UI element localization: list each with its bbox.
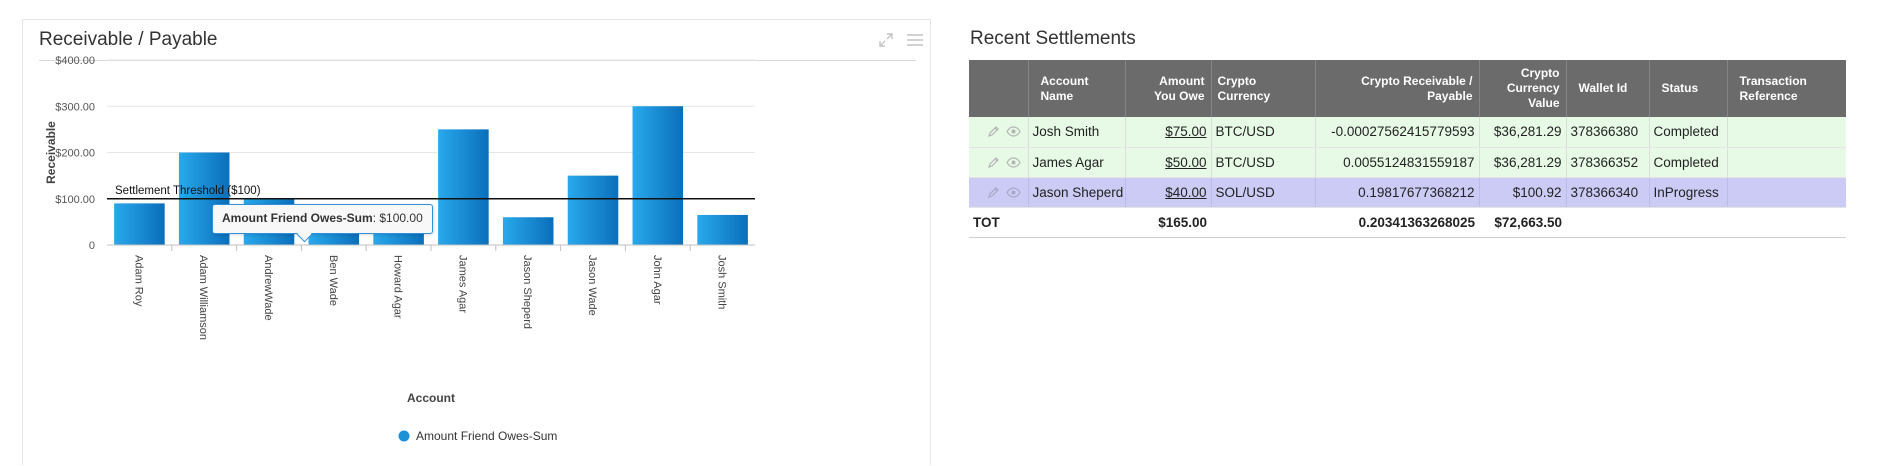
table-row[interactable]: James Agar $50.00 BTC/USD 0.005512483155… <box>969 147 1846 178</box>
amount-cell: $75.00 <box>1125 117 1212 148</box>
legend[interactable]: Amount Friend Owes-Sum <box>398 429 558 443</box>
x-tick-label: John Agar <box>651 255 663 305</box>
crypto-value-cell: $100.92 <box>1479 177 1567 208</box>
bar[interactable] <box>632 106 684 245</box>
x-tick-label: Ben Wade <box>327 255 339 306</box>
amount-link[interactable]: $50.00 <box>1165 154 1207 170</box>
crypto-currency-cell: BTC/USD <box>1211 147 1316 178</box>
x-tick-label: AndrewWade <box>262 255 274 321</box>
y-tick-label: $300.00 <box>55 101 95 113</box>
x-tick-label: Adam Williamson <box>197 255 209 340</box>
wallet-id-cell: 378366380 <box>1566 117 1650 148</box>
legend-label[interactable]: Amount Friend Owes-Sum <box>416 429 557 443</box>
chart-title: Receivable / Payable <box>39 29 218 50</box>
transaction-reference-cell <box>1727 147 1846 178</box>
crypto-value-cell: $36,281.29 <box>1479 117 1567 148</box>
x-axis-title: Account <box>407 391 455 405</box>
table-title: Recent Settlements <box>970 28 1136 49</box>
row-actions-cell <box>969 177 1029 208</box>
expand-icon[interactable] <box>875 29 897 51</box>
bar-chart: 0$100.00$200.00$300.00$400.00 Adam Roy Ad… <box>44 55 755 443</box>
amount-cell: $40.00 <box>1125 177 1212 208</box>
x-tick-label: Howard Agar <box>392 255 404 319</box>
bar[interactable] <box>502 217 554 245</box>
y-axis-ticks: 0 $100.00 $200.00 $300.00 $400.00 <box>55 55 95 252</box>
status-cell: InProgress <box>1649 177 1728 208</box>
x-tick-label: Adam Roy <box>132 255 144 307</box>
eye-icon[interactable] <box>1006 186 1021 198</box>
status-cell: Completed <box>1649 147 1728 178</box>
account-name-cell: Jason Sheperd <box>1028 177 1126 208</box>
tooltip-series: Amount Friend Owes-Sum <box>222 211 373 225</box>
col-crypto-currency-value[interactable]: Crypto Currency Value <box>1479 60 1567 117</box>
recent-settlements-panel: Recent Settlements Account Name Amount Y… <box>969 19 1846 238</box>
tooltip-value: $100.00 <box>379 211 423 225</box>
x-axis-ticks: Adam Roy Adam Williamson AndrewWade Ben Wad… <box>132 245 728 340</box>
account-name-cell: James Agar <box>1028 147 1126 178</box>
eye-icon[interactable] <box>1006 126 1021 137</box>
settlements-table: Account Name Amount You Owe Crypto Curre… <box>969 60 1846 238</box>
y-axis-title: Receivable <box>44 121 58 184</box>
total-empty <box>1211 207 1315 238</box>
pencil-icon[interactable] <box>987 125 1000 138</box>
col-account-name[interactable]: Account Name <box>1028 60 1126 117</box>
col-amount-you-owe[interactable]: Amount You Owe <box>1125 60 1212 117</box>
receivable-payable-panel: Receivable / Payable 0 $100.00 $200.00 $300… <box>22 19 931 465</box>
table-row[interactable]: Josh Smith $75.00 BTC/USD -0.00027562415… <box>969 117 1846 148</box>
crypto-currency-cell: SOL/USD <box>1211 177 1316 208</box>
total-empty <box>1566 207 1649 238</box>
x-tick-label: James Agar <box>456 255 468 313</box>
y-tick-label: $200.00 <box>55 148 95 160</box>
amount-link[interactable]: $75.00 <box>1165 124 1207 140</box>
menu-icon[interactable] <box>904 29 926 51</box>
col-status[interactable]: Status <box>1649 60 1728 117</box>
crypto-receivable-cell: -0.00027562415779593 <box>1315 117 1480 148</box>
total-empty <box>1028 207 1125 238</box>
chart-tooltip: Amount Friend Owes-Sum: $100.00 <box>212 204 433 243</box>
col-crypto-currency[interactable]: Crypto Currency <box>1211 60 1316 117</box>
total-value: $72,663.50 <box>1479 207 1566 238</box>
total-label: TOT <box>969 207 1028 238</box>
total-crypto: 0.20341363268025 <box>1315 207 1479 238</box>
pencil-icon[interactable] <box>987 156 1000 169</box>
col-wallet-id[interactable]: Wallet Id <box>1566 60 1650 117</box>
bar[interactable] <box>697 214 748 245</box>
row-actions-cell <box>969 147 1029 178</box>
bar[interactable] <box>114 203 165 245</box>
total-empty <box>1649 207 1727 238</box>
crypto-currency-cell: BTC/USD <box>1211 117 1316 148</box>
status-cell: Completed <box>1649 117 1728 148</box>
pencil-icon[interactable] <box>987 186 1000 199</box>
amount-link[interactable]: $40.00 <box>1165 184 1207 200</box>
col-crypto-receivable-payable[interactable]: Crypto Receivable / Payable <box>1315 60 1480 117</box>
row-actions-cell <box>969 117 1029 148</box>
col-transaction-reference[interactable]: Transaction Reference <box>1727 60 1846 117</box>
y-tick-label: $400.00 <box>55 55 95 67</box>
x-tick-label: Jason Wade <box>586 255 598 316</box>
eye-icon[interactable] <box>1006 156 1021 168</box>
total-amount: $165.00 <box>1125 207 1211 238</box>
bar[interactable] <box>438 129 489 245</box>
x-tick-label: Josh Smith <box>716 255 728 309</box>
threshold-label: Settlement Threshold ($100) <box>115 185 261 197</box>
bar[interactable] <box>567 175 619 245</box>
table-row[interactable]: Jason Sheperd $40.00 SOL/USD 0.198176773… <box>969 177 1846 208</box>
table-header-row: Account Name Amount You Owe Crypto Curre… <box>969 60 1846 117</box>
crypto-value-cell: $36,281.29 <box>1479 147 1567 178</box>
total-empty <box>1727 207 1846 238</box>
transaction-reference-cell <box>1727 177 1846 208</box>
transaction-reference-cell <box>1727 117 1846 148</box>
wallet-id-cell: 378366352 <box>1566 147 1650 178</box>
crypto-receivable-cell: 0.0055124831559187 <box>1315 147 1480 178</box>
legend-marker <box>398 430 410 442</box>
account-name-cell: Josh Smith <box>1028 117 1126 148</box>
y-tick-label: $100.00 <box>55 194 95 206</box>
crypto-receivable-cell: 0.19817677368212 <box>1315 177 1480 208</box>
total-row: TOT $165.00 0.20341363268025 $72,663.50 <box>969 207 1846 238</box>
col-actions <box>969 60 1029 117</box>
amount-cell: $50.00 <box>1125 147 1212 178</box>
wallet-id-cell: 378366340 <box>1566 177 1650 208</box>
x-tick-label: Jason Sheperd <box>521 255 533 329</box>
y-tick-label: 0 <box>89 240 95 252</box>
